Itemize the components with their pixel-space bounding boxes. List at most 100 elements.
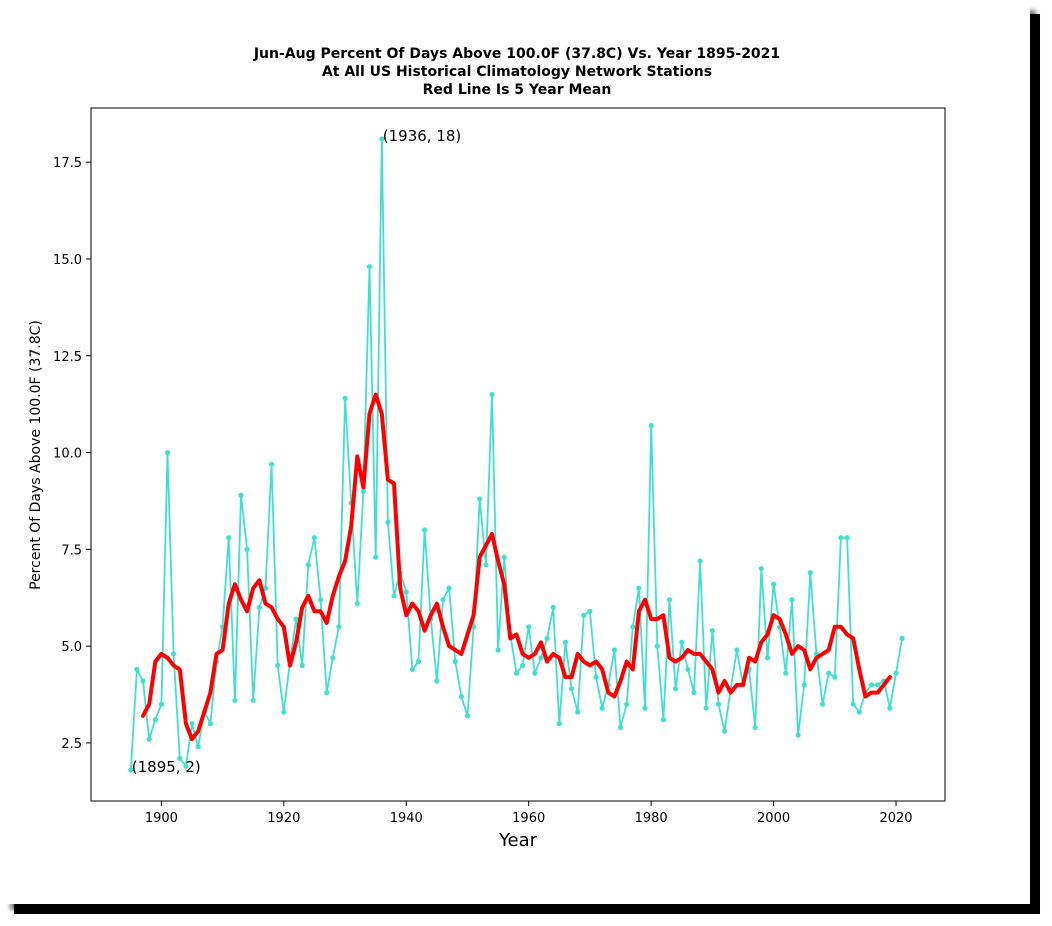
annual-data-point (275, 662, 281, 669)
annual-data-point (164, 450, 171, 456)
annual-data-point (226, 535, 232, 541)
chart-title-line-2: At All US Historical Climatology Network… (322, 64, 712, 80)
annual-data-point (642, 705, 648, 711)
annual-data-point (679, 639, 685, 645)
annual-data-point (734, 647, 740, 653)
annual-data-point (617, 724, 624, 731)
annual-data-point (795, 732, 801, 738)
annual-data-point (403, 589, 409, 595)
x-tick-label: 1920 (267, 811, 300, 826)
annual-data-point (232, 697, 238, 703)
y-tick-label: 7.5 (61, 543, 82, 558)
annual-data-point (146, 736, 152, 742)
annual-data-point (691, 690, 697, 696)
annual-data-point (875, 682, 881, 688)
annual-data-point (250, 697, 256, 703)
plot-area (90, 107, 946, 802)
annual-data-point (544, 635, 550, 642)
chart-title: Jun-Aug Percent Of Days Above 100.0F (37… (253, 46, 780, 98)
annual-data-point (850, 701, 856, 707)
annual-data-point (587, 608, 593, 614)
annual-data-point (844, 535, 850, 541)
annual-data-point (599, 705, 605, 711)
annual-data-point (379, 136, 385, 142)
annual-data-point (281, 709, 287, 715)
annual-data-point (764, 655, 771, 661)
series-annual (128, 136, 905, 773)
x-tick-label: 1980 (635, 811, 668, 826)
five-year-mean-line (141, 392, 892, 742)
annual-data-point (311, 535, 317, 541)
annual-data-point (318, 597, 324, 603)
annual-data-point (354, 601, 360, 607)
annual-data-point (752, 724, 758, 731)
chart-title-line-3: Red Line Is 5 Year Mean (423, 82, 612, 98)
x-tick-label: 1960 (512, 811, 545, 826)
annual-data-point (171, 651, 177, 657)
annual-data-point (636, 585, 642, 591)
annual-data-point (452, 659, 458, 665)
annual-data-point (183, 763, 189, 769)
annual-data-point (440, 597, 446, 603)
annual-data-point (526, 624, 532, 630)
annual-data-point (513, 670, 520, 676)
annual-data-point (195, 744, 201, 750)
annual-data-point (832, 674, 838, 680)
annotation-label: (1895, 2) (132, 758, 201, 776)
y-tick-label: 10.0 (53, 447, 82, 462)
annual-data-point (826, 670, 832, 676)
annual-data-point (128, 767, 134, 773)
annual-data-point (783, 670, 789, 676)
annual-data-point (464, 713, 471, 719)
annual-data-point (244, 546, 250, 553)
annual-data-point (703, 705, 709, 711)
annual-data-point (899, 635, 905, 642)
annual-data-point (501, 554, 507, 560)
annual-data-point (293, 616, 299, 622)
annual-data-point (722, 728, 728, 734)
annual-data-point (820, 701, 826, 707)
annual-data-point (158, 701, 164, 707)
annual-data-point (385, 519, 391, 525)
annual-data-point (538, 655, 544, 661)
annual-data-point (177, 755, 183, 762)
annual-data-point (305, 562, 311, 568)
annual-data-point (807, 570, 813, 576)
annual-data-point (887, 705, 893, 711)
annual-data-point (434, 678, 440, 684)
annual-data-point (458, 693, 464, 700)
x-axis-label: Year (498, 830, 538, 851)
annual-data-point (373, 554, 379, 560)
annual-data-point (758, 566, 764, 572)
x-tick-label: 2020 (879, 811, 912, 826)
annual-data-point (489, 391, 495, 398)
annual-data-point (654, 643, 660, 649)
x-axis: 1900 1920 1940 1960 1980 2000 2020 (145, 801, 913, 826)
annual-data-point (446, 585, 452, 591)
annual-data-point (648, 422, 654, 429)
annual-data-point (269, 461, 275, 467)
annual-data-point (838, 535, 844, 541)
annual-data-point (360, 488, 366, 494)
annual-data-point (256, 604, 262, 611)
annual-data-point (593, 674, 599, 680)
annual-data-point (868, 682, 875, 688)
annual-data-point (366, 264, 373, 270)
annual-data-point (262, 585, 269, 591)
annual-data-point (893, 670, 899, 676)
annual-data-point (495, 647, 501, 653)
annual-data-point (189, 721, 195, 727)
y-axis: 2.5 5.0 7.5 10.0 12.5 15.0 17.5 (53, 156, 91, 752)
annual-data-point (569, 686, 575, 692)
annual-data-point (685, 666, 691, 673)
annual-data-point (238, 492, 244, 498)
annual-data-point (520, 662, 526, 669)
annual-data-point (575, 709, 581, 715)
figure-frame (4, 4, 1030, 904)
annual-data-point (562, 639, 569, 645)
annual-data-point (697, 558, 703, 564)
y-tick-label: 15.0 (53, 253, 82, 268)
annual-data-point (666, 597, 673, 603)
annual-data-point (409, 666, 415, 673)
